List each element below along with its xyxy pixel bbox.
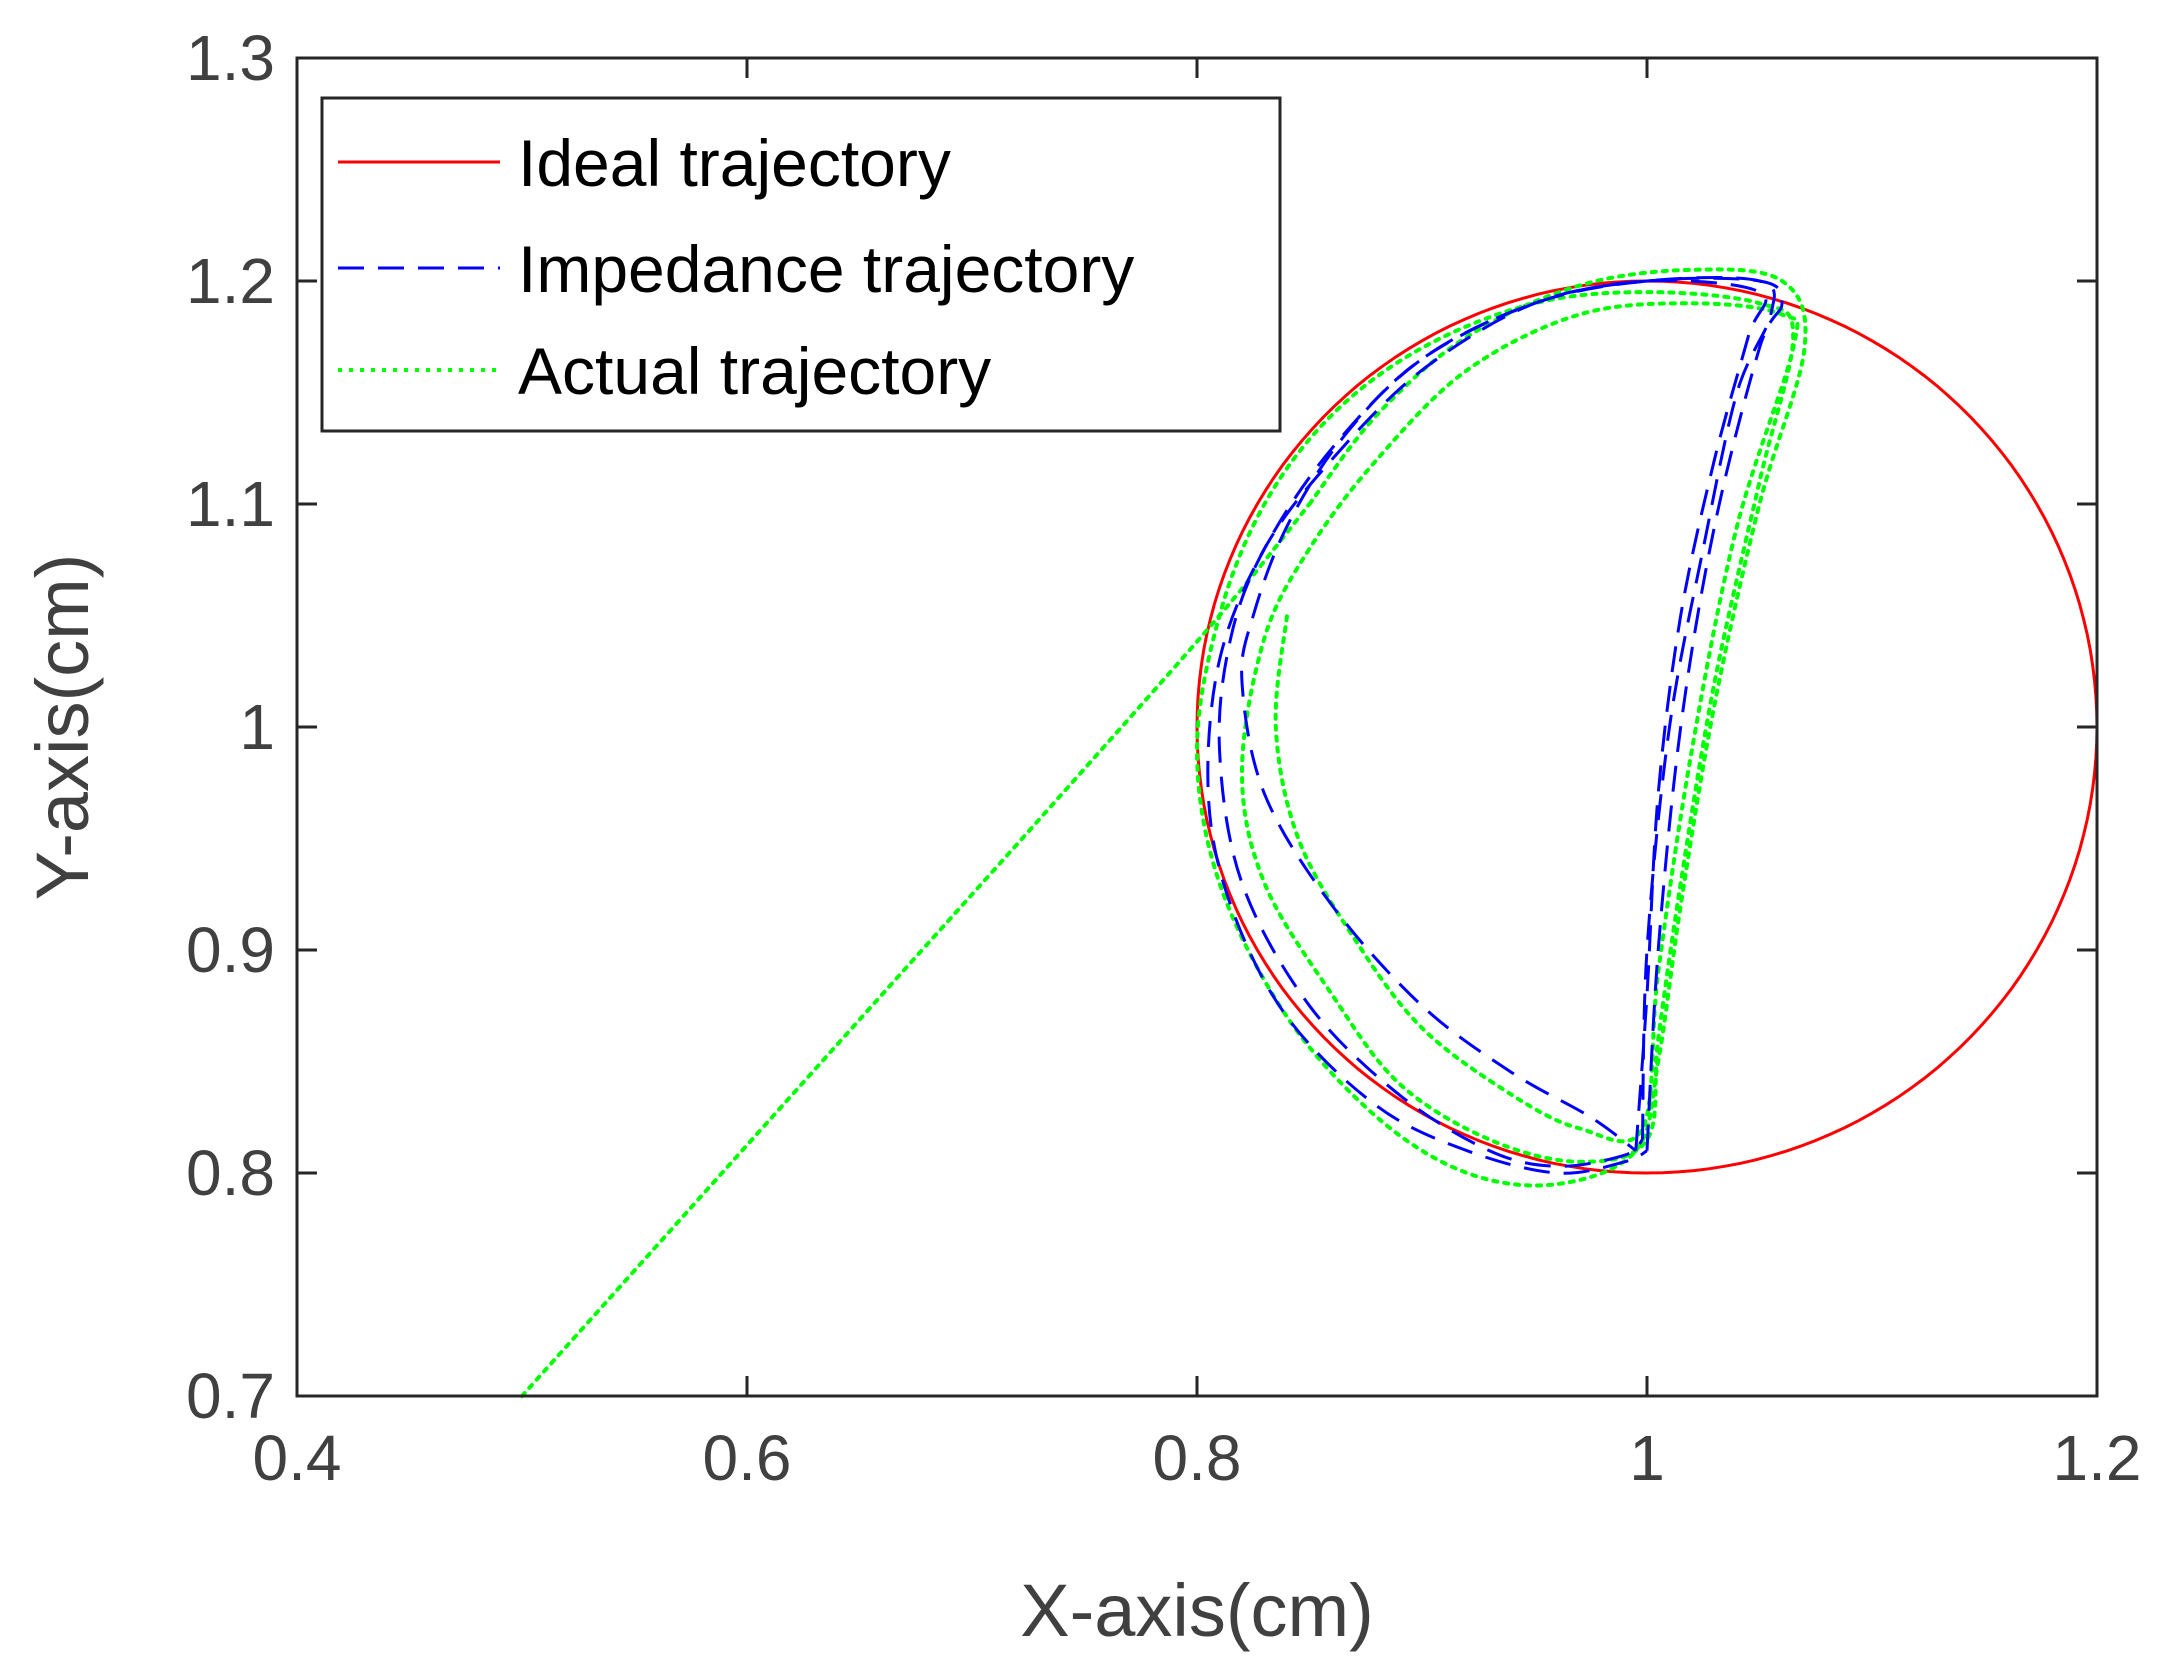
plot-area [520,267,2099,1398]
series-impedance-trajectory-loop [1206,276,1784,1175]
y-tick-label: 0.9 [186,914,275,986]
series-actual-trajectory-loop [1194,267,1808,1188]
legend-label-impedance: Impedance trajectory [518,232,1134,306]
legend: Ideal trajectory Impedance trajectory Ac… [320,96,1282,433]
axes-box [295,56,2099,1398]
y-tick-label: 1.2 [186,245,275,317]
x-axis-label: X-axis(cm) [1020,1569,1374,1652]
series-impedance-trajectory-loop [1240,279,1768,1152]
y-tick-label: 0.8 [186,1137,275,1209]
x-tick-label: 1.2 [2053,1422,2142,1494]
x-tick-label: 0.6 [703,1422,792,1494]
legend-label-ideal: Ideal trajectory [518,126,951,200]
legend-label-actual: Actual trajectory [518,334,991,408]
y-axis-label: Y-axis(cm) [21,554,104,901]
x-tick-label: 0.8 [1153,1422,1242,1494]
x-tick-label: 0.4 [253,1422,342,1494]
tick-labels: 0.4 0.6 0.8 1 1.2 0.7 0.8 0.9 1 1.1 1.2 1.3 [186,22,2141,1494]
y-tick-label: 1 [239,691,275,763]
y-tick-label: 1.1 [186,468,275,540]
x-tick-label: 1 [1629,1422,1665,1494]
legend-box [320,96,1282,433]
y-tick-label: 1.3 [186,22,275,94]
y-tick-label: 0.7 [186,1360,275,1432]
